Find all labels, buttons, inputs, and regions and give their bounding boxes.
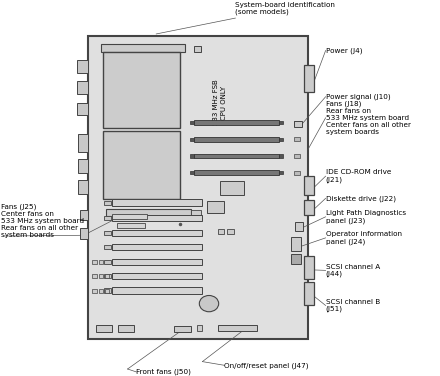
Bar [207,201,224,213]
Bar [304,65,314,92]
Bar [112,199,202,206]
Text: SCSI channel A
(J44): SCSI channel A (J44) [326,264,380,277]
Text: 533 MHz FSB
CPU ONLY: 533 MHz FSB CPU ONLY [213,80,227,125]
Bar [279,171,283,174]
Bar [78,180,88,194]
Bar [220,181,244,195]
Bar [80,210,88,220]
Bar [197,325,202,331]
Bar [77,81,88,94]
Bar [279,121,283,124]
Bar [190,155,194,158]
Bar [104,200,111,205]
Bar [294,121,302,127]
Bar [88,36,308,339]
Text: Front fans (J50): Front fans (J50) [136,369,191,375]
Text: Diskette drive (J22): Diskette drive (J22) [326,195,396,202]
Bar [99,274,103,278]
Bar [78,134,88,152]
Bar [112,230,202,236]
Text: Fans (J25)
Center fans on
533 MHz system board
Rear fans on all other
system boa: Fans (J25) Center fans on 533 MHz system… [1,203,84,238]
Bar [112,214,147,219]
Bar [279,138,283,141]
Bar [103,131,180,199]
Bar [105,274,109,278]
Bar [80,227,88,239]
Bar [77,103,88,115]
Bar [101,44,185,53]
Bar [104,260,111,264]
Text: Light Path Diagnostics
panel (J23): Light Path Diagnostics panel (J23) [326,210,406,224]
Bar [104,274,111,278]
Text: System-board identification
(some models): System-board identification (some models… [235,2,335,15]
Bar [291,237,301,251]
Text: Operator information
panel (J24): Operator information panel (J24) [326,231,402,245]
Bar [304,176,314,195]
Bar [104,288,111,293]
Text: IDE CD-ROM drive
(J21): IDE CD-ROM drive (J21) [326,170,391,183]
Bar [117,223,145,228]
Bar [194,45,201,52]
Bar [304,200,314,215]
Bar [295,221,303,231]
Bar [294,121,300,125]
Bar [92,260,97,264]
Bar [218,229,224,234]
Bar [104,231,111,235]
Bar [112,244,202,250]
Bar [194,154,279,159]
Bar [291,254,301,264]
Bar [279,155,283,158]
Circle shape [199,296,219,312]
Text: Fans (J18)
Rear fans on
533 MHz system board
Center fans on all other
system boa: Fans (J18) Rear fans on 533 MHz system b… [326,100,411,135]
Bar [194,170,279,175]
Bar [294,171,300,175]
Bar [99,289,103,293]
Bar [294,154,300,158]
Bar [190,171,194,174]
Bar [112,259,202,265]
Bar [174,326,191,332]
Text: Power signal (J10): Power signal (J10) [326,94,390,100]
Bar [103,53,180,128]
Bar [227,229,234,234]
Bar [104,216,111,220]
Text: On/off/reset panel (J47): On/off/reset panel (J47) [224,362,309,368]
Bar [218,325,257,331]
Text: SCSI channel B
(J51): SCSI channel B (J51) [326,299,380,312]
Bar [92,274,97,278]
Bar [78,159,88,173]
Bar [294,137,300,141]
Bar [96,325,112,332]
Bar [194,120,279,125]
Bar [194,137,279,142]
Bar [105,289,109,293]
Bar [112,273,202,279]
Bar [106,209,191,216]
Bar [304,282,314,305]
Bar [112,215,202,221]
Bar [99,260,103,264]
Bar [118,325,134,332]
Bar [104,245,111,249]
Bar [92,289,97,293]
Bar [190,121,194,124]
Bar [304,256,314,279]
Bar [190,138,194,141]
Text: Power (J4): Power (J4) [326,47,362,54]
Bar [112,287,202,294]
Bar [77,60,88,73]
Bar [191,210,201,215]
